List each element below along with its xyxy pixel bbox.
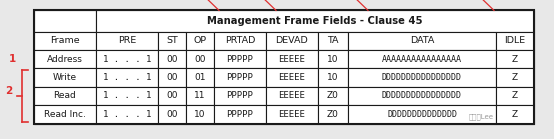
Text: PRTAD: PRTAD bbox=[225, 36, 255, 45]
Bar bbox=[96, 32, 158, 50]
Text: 00: 00 bbox=[166, 91, 178, 100]
Bar bbox=[496, 87, 534, 105]
Bar bbox=[348, 87, 496, 105]
Bar bbox=[348, 32, 496, 50]
Bar bbox=[496, 50, 534, 68]
Text: 10: 10 bbox=[327, 55, 338, 64]
Text: PRE: PRE bbox=[118, 36, 136, 45]
Text: 1: 1 bbox=[8, 54, 16, 64]
Bar bbox=[186, 105, 214, 124]
Text: PPPPP: PPPPP bbox=[227, 110, 253, 119]
Text: DEVAD: DEVAD bbox=[276, 36, 309, 45]
Text: 01: 01 bbox=[194, 73, 206, 82]
Text: ST: ST bbox=[166, 36, 178, 45]
Text: Write: Write bbox=[53, 73, 77, 82]
Text: IDLE: IDLE bbox=[505, 36, 526, 45]
Bar bbox=[186, 50, 214, 68]
Bar bbox=[34, 32, 96, 50]
Text: Address: Address bbox=[47, 55, 83, 64]
Text: EEEEE: EEEEE bbox=[279, 110, 305, 119]
Bar bbox=[34, 50, 96, 68]
Bar bbox=[266, 32, 318, 50]
Bar bbox=[96, 68, 158, 87]
Bar bbox=[496, 68, 534, 87]
Text: EEEEE: EEEEE bbox=[279, 91, 305, 100]
Text: 2: 2 bbox=[6, 86, 13, 96]
Text: PPPPP: PPPPP bbox=[227, 73, 253, 82]
Text: DDDDDDDDDDDDDD: DDDDDDDDDDDDDD bbox=[387, 110, 457, 119]
Text: 1 . . . 1: 1 . . . 1 bbox=[103, 110, 151, 119]
Text: Read Inc.: Read Inc. bbox=[44, 110, 86, 119]
Bar bbox=[266, 105, 318, 124]
Text: 知入引Lee: 知入引Lee bbox=[469, 114, 494, 120]
Bar bbox=[158, 105, 186, 124]
Text: EEEEE: EEEEE bbox=[279, 55, 305, 64]
Text: DDDDDDDDDDDDDDDD: DDDDDDDDDDDDDDDD bbox=[382, 91, 462, 100]
Bar bbox=[266, 87, 318, 105]
Bar bbox=[34, 105, 96, 124]
Text: AAAAAAAAAAAAAAAA: AAAAAAAAAAAAAAAA bbox=[382, 55, 462, 64]
Bar bbox=[34, 10, 96, 32]
Text: 1 . . . 1: 1 . . . 1 bbox=[103, 55, 151, 64]
Text: Read: Read bbox=[54, 91, 76, 100]
Bar bbox=[96, 10, 534, 32]
Bar bbox=[34, 87, 96, 105]
Bar bbox=[96, 87, 158, 105]
Text: 00: 00 bbox=[166, 110, 178, 119]
Bar bbox=[34, 68, 96, 87]
Text: 10: 10 bbox=[194, 110, 206, 119]
Text: OP: OP bbox=[193, 36, 207, 45]
Bar bbox=[318, 32, 348, 50]
Text: 11: 11 bbox=[194, 91, 206, 100]
Bar bbox=[158, 68, 186, 87]
Bar bbox=[158, 32, 186, 50]
Bar bbox=[214, 87, 266, 105]
Bar bbox=[214, 32, 266, 50]
Bar bbox=[34, 10, 534, 124]
Text: 00: 00 bbox=[194, 55, 206, 64]
Bar bbox=[318, 50, 348, 68]
Bar bbox=[318, 87, 348, 105]
Text: Z: Z bbox=[512, 55, 518, 64]
Text: PPPPP: PPPPP bbox=[227, 55, 253, 64]
Bar bbox=[96, 105, 158, 124]
Bar bbox=[214, 50, 266, 68]
Text: TA: TA bbox=[327, 36, 338, 45]
Bar bbox=[318, 68, 348, 87]
Bar bbox=[158, 87, 186, 105]
Bar bbox=[496, 32, 534, 50]
Bar bbox=[318, 105, 348, 124]
Text: Z0: Z0 bbox=[327, 110, 339, 119]
Text: DATA: DATA bbox=[410, 36, 434, 45]
Bar bbox=[348, 50, 496, 68]
Text: PPPPP: PPPPP bbox=[227, 91, 253, 100]
Text: 00: 00 bbox=[166, 73, 178, 82]
Bar bbox=[266, 50, 318, 68]
Bar bbox=[186, 87, 214, 105]
Text: Management Frame Fields - Clause 45: Management Frame Fields - Clause 45 bbox=[207, 16, 423, 26]
Text: 00: 00 bbox=[166, 55, 178, 64]
Text: Z: Z bbox=[512, 91, 518, 100]
Bar bbox=[266, 68, 318, 87]
Bar bbox=[214, 105, 266, 124]
Text: Frame: Frame bbox=[50, 36, 80, 45]
Text: 10: 10 bbox=[327, 73, 338, 82]
Text: DDDDDDDDDDDDDDDD: DDDDDDDDDDDDDDDD bbox=[382, 73, 462, 82]
Bar bbox=[214, 68, 266, 87]
Text: Z: Z bbox=[512, 110, 518, 119]
Bar bbox=[96, 50, 158, 68]
Bar bbox=[186, 32, 214, 50]
Text: Z0: Z0 bbox=[327, 91, 339, 100]
Text: Z: Z bbox=[512, 73, 518, 82]
Bar bbox=[496, 105, 534, 124]
Bar bbox=[348, 105, 496, 124]
Text: 1 . . . 1: 1 . . . 1 bbox=[103, 73, 151, 82]
Bar bbox=[186, 68, 214, 87]
Text: EEEEE: EEEEE bbox=[279, 73, 305, 82]
Bar bbox=[158, 50, 186, 68]
Bar bbox=[348, 68, 496, 87]
Text: 1 . . . 1: 1 . . . 1 bbox=[103, 91, 151, 100]
